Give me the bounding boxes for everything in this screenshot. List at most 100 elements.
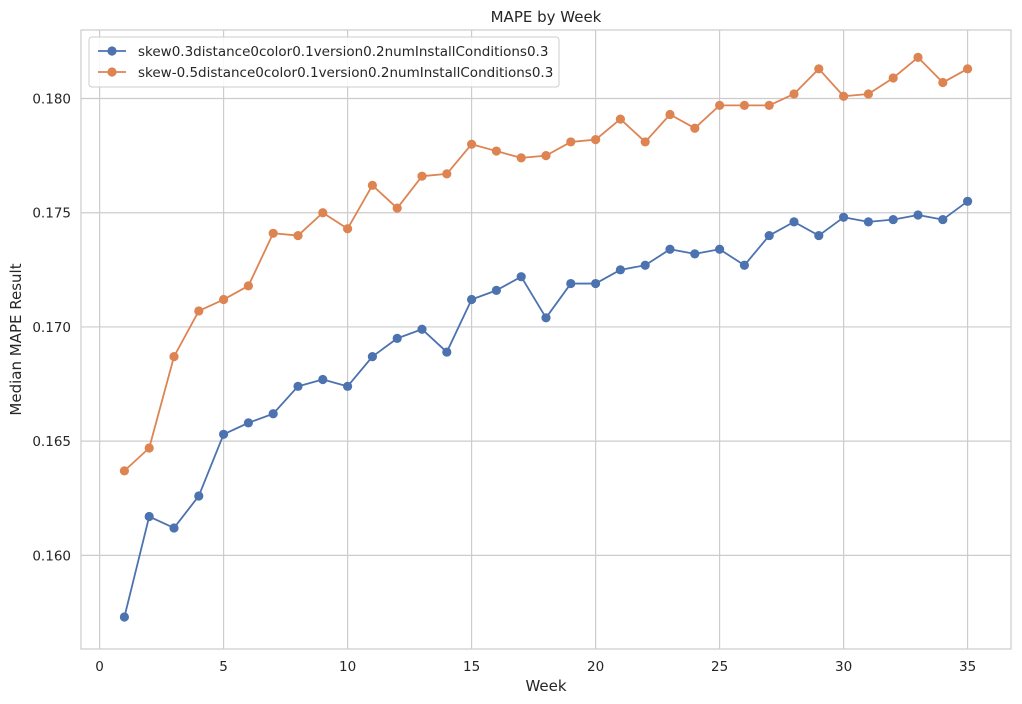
data-point <box>219 429 229 439</box>
data-point <box>243 418 253 428</box>
data-point <box>615 265 626 275</box>
tick-labels: 0 5 10 15 20 25 30 35 0.160 0.165 0.170 0.175 0.180 <box>32 92 976 675</box>
data-point <box>318 374 328 385</box>
y-tick-label: 0.160 <box>32 548 71 564</box>
x-tick-label: 5 <box>219 659 228 675</box>
data-point <box>541 151 551 161</box>
x-tick-label: 10 <box>339 659 356 675</box>
data-point <box>467 294 477 305</box>
data-point <box>963 64 973 74</box>
data-point <box>839 91 849 101</box>
data-point <box>888 73 898 83</box>
data-point <box>343 224 353 234</box>
x-tick-label: 30 <box>835 659 852 675</box>
grid-lines <box>81 30 1011 649</box>
series-1 <box>119 196 973 622</box>
data-point <box>194 306 204 316</box>
data-point <box>863 217 874 227</box>
data-point <box>417 171 427 181</box>
legend-box <box>88 36 560 88</box>
data-point <box>343 381 353 391</box>
x-tick-label: 25 <box>711 659 728 675</box>
data-point <box>814 230 824 241</box>
data-point <box>442 347 452 357</box>
data-point <box>541 313 551 323</box>
x-tick-label: 0 <box>95 659 104 675</box>
plot-background <box>81 30 1011 649</box>
data-point <box>913 52 923 63</box>
legend-entry-2: skew-0.5distance0color0.1version0.2numIn… <box>98 65 553 81</box>
legend-label: skew0.3distance0color0.1version0.2numIns… <box>138 44 548 60</box>
data-point <box>814 64 824 74</box>
y-tick-label: 0.165 <box>32 434 71 450</box>
data-point <box>665 109 675 120</box>
x-tick-label: 20 <box>587 659 604 675</box>
data-point <box>938 77 948 88</box>
data-point <box>119 612 129 622</box>
data-point <box>243 281 253 291</box>
data-point <box>591 278 601 289</box>
data-point <box>392 333 402 343</box>
data-point <box>739 100 750 110</box>
data-point <box>442 169 452 179</box>
data-point <box>367 180 377 190</box>
chart-title: MAPE by Week <box>491 8 602 26</box>
legend-marker <box>107 67 117 77</box>
data-point <box>194 491 204 501</box>
data-point <box>764 230 774 241</box>
data-point <box>739 260 750 270</box>
data-point <box>219 294 229 305</box>
data-point <box>516 153 526 163</box>
data-point <box>789 89 799 99</box>
data-point <box>913 210 923 220</box>
data-point <box>839 212 849 222</box>
plot-frame <box>80 29 1012 650</box>
data-point <box>715 100 725 110</box>
data-point <box>417 324 427 334</box>
data-point <box>169 352 179 362</box>
data-point <box>491 285 501 295</box>
data-point <box>293 381 303 391</box>
y-tick-label: 0.170 <box>32 320 71 336</box>
data-point <box>888 214 898 225</box>
y-tick-label: 0.180 <box>32 92 71 108</box>
data-point <box>764 100 774 110</box>
data-point <box>591 135 601 145</box>
y-tick-label: 0.175 <box>32 206 71 222</box>
legend: skew0.3distance0color0.1version0.2numIns… <box>88 36 560 88</box>
y-axis-title: Median MAPE Result <box>7 263 25 415</box>
data-point <box>938 214 948 225</box>
data-point <box>963 196 973 206</box>
legend-label: skew-0.5distance0color0.1version0.2numIn… <box>138 65 553 81</box>
x-tick-label: 15 <box>463 659 480 675</box>
data-point <box>863 89 874 99</box>
data-point <box>640 260 650 270</box>
data-point <box>690 123 700 133</box>
data-point <box>566 278 576 289</box>
x-axis-title: Week <box>525 677 566 695</box>
legend-entry-1: skew0.3distance0color0.1version0.2numIns… <box>98 44 548 60</box>
data-point <box>367 352 377 362</box>
data-point <box>119 466 129 476</box>
data-point <box>392 203 402 213</box>
data-point <box>615 114 626 124</box>
data-point <box>715 244 725 254</box>
data-point <box>318 208 328 218</box>
x-tick-label: 35 <box>959 659 976 675</box>
data-point <box>144 443 154 453</box>
data-point <box>516 272 526 282</box>
series-layer <box>119 52 973 622</box>
data-point <box>640 137 650 147</box>
data-point <box>665 244 675 254</box>
data-point <box>293 230 303 241</box>
data-point <box>268 409 278 419</box>
data-point <box>566 137 576 147</box>
data-point <box>144 511 154 522</box>
data-point <box>491 146 501 156</box>
data-point <box>690 249 700 259</box>
data-point <box>169 523 179 533</box>
series-2 <box>119 52 973 476</box>
data-point <box>467 139 477 149</box>
legend-marker <box>107 46 117 56</box>
